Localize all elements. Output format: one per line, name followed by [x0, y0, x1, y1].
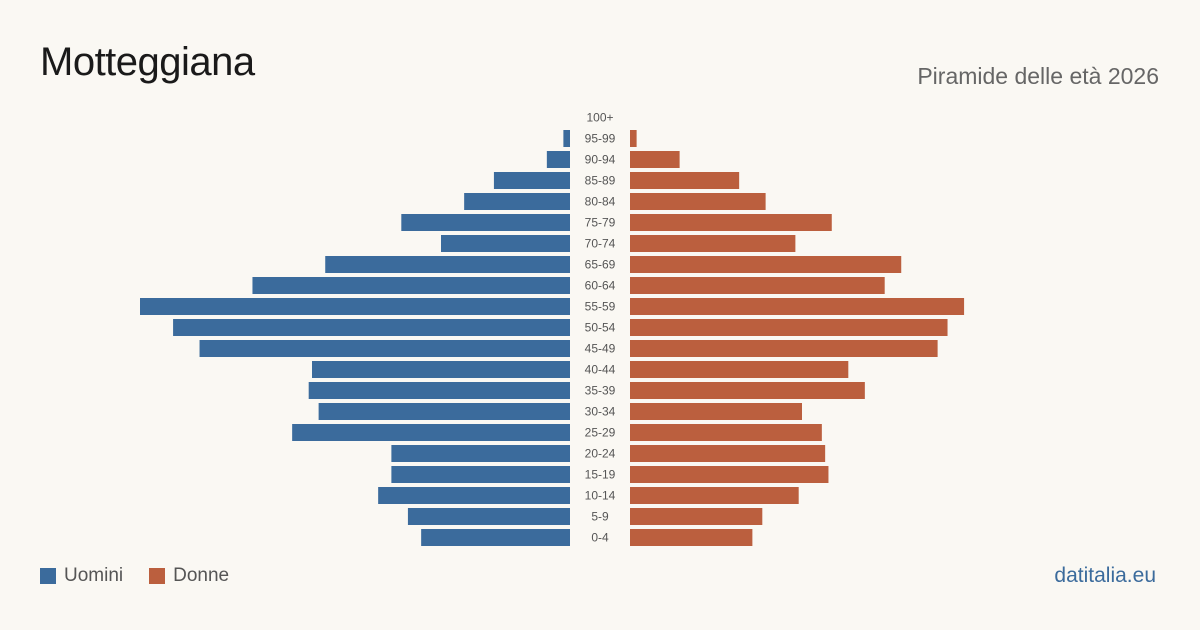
bar-women-85-89	[630, 172, 740, 189]
age-label-80-84: 80-84	[585, 195, 616, 209]
age-labels-group: 100+ 95-99 90-94 85-89 80-84 75-79 70-74 65-69 6…	[585, 111, 616, 545]
bar-men-20-24	[391, 445, 570, 462]
age-label-75-79: 75-79	[585, 216, 616, 230]
bar-men-55-59	[140, 298, 570, 315]
bar-women-75-79	[630, 214, 832, 231]
bar-men-5-9	[407, 508, 570, 525]
age-label-55-59: 55-59	[585, 300, 616, 314]
chart-legend: Uomini Donne	[40, 565, 255, 587]
bar-men-0-4	[421, 529, 570, 546]
bar-women-0-4	[630, 529, 753, 546]
legend-label-women: Donne	[173, 565, 230, 586]
bar-women-45-49	[630, 340, 938, 357]
bar-women-20-24	[630, 445, 826, 462]
age-label-5-9: 5-9	[591, 510, 609, 524]
age-label-50-54: 50-54	[585, 321, 616, 335]
page-title: Motteggiana	[40, 40, 255, 84]
age-label-35-39: 35-39	[585, 384, 616, 398]
legend-label-men: Uomini	[64, 565, 124, 586]
age-label-45-49: 45-49	[585, 342, 616, 356]
bar-women-5-9	[630, 508, 763, 525]
age-label-25-29: 25-29	[585, 426, 616, 440]
bar-men-60-64	[252, 277, 570, 294]
bar-men-95-99	[563, 130, 570, 147]
bar-men-30-34	[318, 403, 570, 420]
bar-men-70-74	[441, 235, 570, 252]
chart-subtitle: Piramide delle età 2026	[917, 63, 1159, 89]
age-label-65-69: 65-69	[585, 258, 616, 272]
age-label-0-4: 0-4	[591, 531, 609, 545]
legend-item-men: Uomini	[40, 565, 123, 587]
age-label-100plus: 100+	[586, 111, 613, 125]
bars-group	[140, 130, 965, 546]
bar-men-75-79	[401, 214, 570, 231]
age-label-70-74: 70-74	[585, 237, 616, 251]
bar-men-40-44	[312, 361, 570, 378]
bar-women-15-19	[630, 466, 829, 483]
bar-women-60-64	[630, 277, 885, 294]
bar-men-25-29	[292, 424, 570, 441]
age-label-10-14: 10-14	[585, 489, 616, 503]
bar-men-90-94	[546, 151, 570, 168]
bar-women-95-99	[630, 130, 637, 147]
bar-women-70-74	[630, 235, 796, 252]
legend-item-women: Donne	[149, 565, 229, 587]
age-label-90-94: 90-94	[585, 153, 616, 167]
bar-women-35-39	[630, 382, 865, 399]
bar-men-10-14	[378, 487, 570, 504]
age-label-30-34: 30-34	[585, 405, 616, 419]
legend-swatch-men	[40, 568, 56, 584]
age-label-40-44: 40-44	[585, 363, 616, 377]
bar-men-15-19	[391, 466, 570, 483]
bar-women-25-29	[630, 424, 822, 441]
age-label-60-64: 60-64	[585, 279, 616, 293]
bar-women-10-14	[630, 487, 799, 504]
bar-men-45-49	[199, 340, 571, 357]
age-label-95-99: 95-99	[585, 132, 616, 146]
bar-men-35-39	[308, 382, 570, 399]
bar-men-50-54	[173, 319, 571, 336]
age-label-20-24: 20-24	[585, 447, 616, 461]
bar-women-30-34	[630, 403, 802, 420]
bar-women-80-84	[630, 193, 766, 210]
bar-women-90-94	[630, 151, 680, 168]
bar-women-55-59	[630, 298, 965, 315]
bar-men-65-69	[325, 256, 570, 273]
bar-men-85-89	[493, 172, 570, 189]
bar-women-65-69	[630, 256, 902, 273]
age-label-15-19: 15-19	[585, 468, 616, 482]
bar-women-50-54	[630, 319, 948, 336]
legend-swatch-women	[149, 568, 166, 584]
brand-link[interactable]: datitalia.eu	[1054, 564, 1156, 587]
bar-women-40-44	[630, 361, 849, 378]
bar-men-80-84	[464, 193, 570, 210]
age-label-85-89: 85-89	[585, 174, 616, 188]
